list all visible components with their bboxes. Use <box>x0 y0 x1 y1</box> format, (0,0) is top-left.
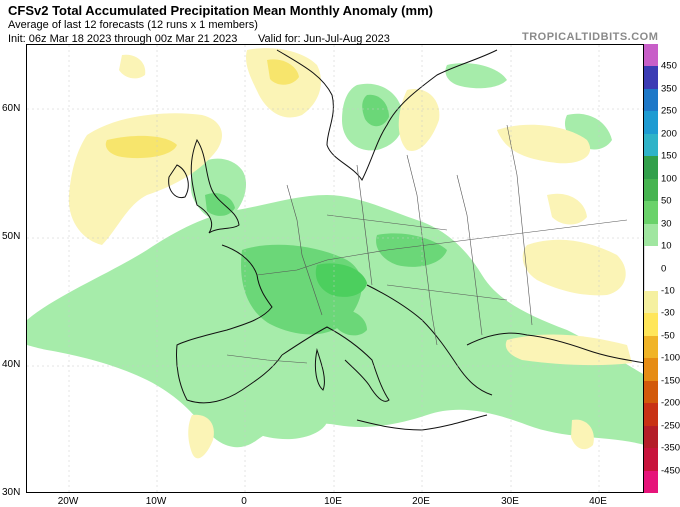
lat-label-40n: 40N <box>2 359 21 370</box>
dry-anomaly-areas <box>68 48 632 459</box>
colorbar-label: -30 <box>661 307 675 319</box>
colorbar-swatch <box>644 156 658 180</box>
lon-label-0: 0 <box>241 496 247 507</box>
colorbar-swatch <box>644 268 659 292</box>
colorbar-label: 200 <box>661 128 677 140</box>
colorbar-swatch <box>644 44 658 67</box>
colorbar-label: -350 <box>661 442 680 454</box>
colorbar-swatch <box>644 88 658 112</box>
colorbar-label: -450 <box>661 465 680 477</box>
coastlines <box>168 49 643 431</box>
lon-label-40e: 40E <box>589 496 607 507</box>
colorbar-label: 10 <box>661 240 672 252</box>
valid-period: Valid for: Jun-Jul-Aug 2023 <box>258 33 390 45</box>
lon-label-30e: 30E <box>501 496 519 507</box>
colorbar-swatch <box>644 178 658 202</box>
map-subtitle: Average of last 12 forecasts (12 runs x … <box>8 19 258 31</box>
map-canvas <box>27 45 643 492</box>
lat-label-60n: 60N <box>2 103 21 114</box>
lon-label-20w: 20W <box>57 496 79 507</box>
colorbar-label: 0 <box>661 263 667 274</box>
colorbar-label: 100 <box>661 173 677 185</box>
wet-anomaly-areas <box>27 63 643 448</box>
country-borders <box>226 124 628 364</box>
colorbar-swatch <box>644 470 658 494</box>
colorbar-swatch <box>644 335 658 359</box>
colorbar-swatch <box>644 358 658 382</box>
colorbar-swatch <box>644 290 658 314</box>
colorbar-label: -150 <box>661 375 680 387</box>
map-title: CFSv2 Total Accumulated Precipitation Me… <box>8 3 433 18</box>
lat-label-50n: 50N <box>2 231 21 242</box>
colorbar-swatch <box>644 223 658 247</box>
colorbar-label: -250 <box>661 420 680 432</box>
colorbar-label: 450 <box>661 60 677 72</box>
colorbar-swatch <box>644 425 658 449</box>
colorbar-swatch <box>644 448 658 472</box>
colorbar-swatch <box>644 246 659 269</box>
colorbar-label: 250 <box>661 105 677 117</box>
precipitation-map <box>26 44 644 493</box>
colorbar-label: 150 <box>661 150 677 162</box>
site-watermark: TROPICALTIDBITS.COM <box>522 31 659 43</box>
colorbar-label: -10 <box>661 285 675 297</box>
colorbar-swatch <box>644 201 658 225</box>
colorbar-label: -50 <box>661 330 675 342</box>
colorbar-swatch <box>644 111 658 135</box>
colorbar-swatch <box>644 133 658 157</box>
init-time: Init: 06z Mar 18 2023 through 00z Mar 21… <box>8 33 238 45</box>
colorbar-swatch <box>644 313 658 337</box>
colorbar-label: 50 <box>661 195 672 207</box>
lon-label-20e: 20E <box>412 496 430 507</box>
colorbar-label: 30 <box>661 218 672 230</box>
colorbar-swatch <box>644 380 658 404</box>
colorbar-label: 350 <box>661 83 677 95</box>
lon-label-10e: 10E <box>324 496 342 507</box>
lat-label-30n: 30N <box>2 487 21 498</box>
colorbar <box>644 44 659 494</box>
colorbar-label: -200 <box>661 397 680 409</box>
graticule <box>27 45 643 492</box>
colorbar-swatch <box>644 403 658 427</box>
colorbar-label: -100 <box>661 352 680 364</box>
colorbar-swatch <box>644 66 658 90</box>
lon-label-10w: 10W <box>145 496 167 507</box>
